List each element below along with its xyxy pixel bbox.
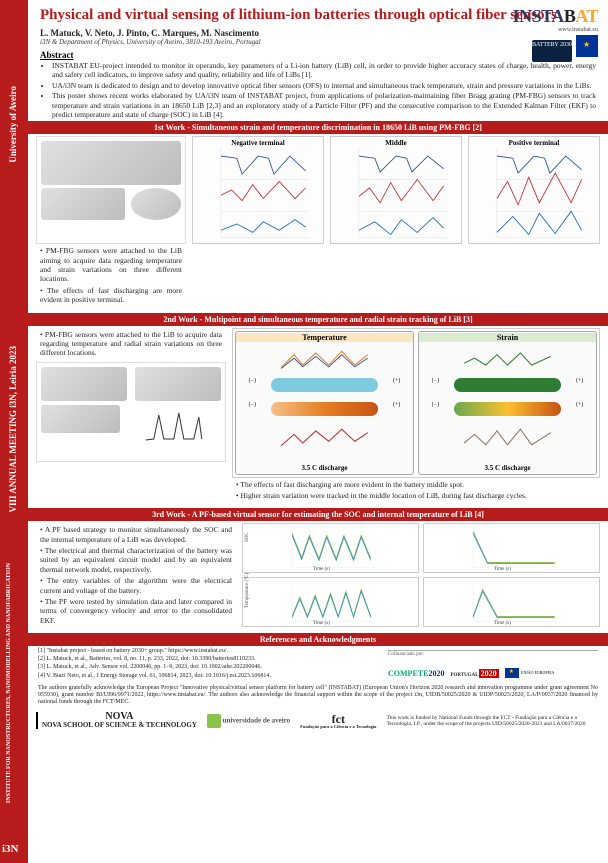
work2-bottom-bullets: • The effects of fast discharging are mo… (232, 478, 600, 505)
work1-chart-neg: Negative terminal (192, 136, 324, 244)
eu-flag-icon (505, 668, 519, 678)
work3-row: • A PF based strategy to monitor simulta… (28, 521, 608, 631)
abstract-item: UA/i3N team is dedicated to design and t… (52, 81, 596, 90)
instabat-logo: INSTABAT (513, 6, 598, 27)
work2-bar: 2nd Work - Multipoint and simultaneous t… (28, 313, 608, 326)
work3-soc-chart-a: SOC Time (s) (242, 523, 419, 573)
work1-bullets: • PM-FBG sensors were attached to the Li… (36, 244, 186, 308)
work2-left-text: • PM-FBG sensors were attached to the Li… (36, 328, 226, 362)
compete-logo: COMPETE2020 (388, 669, 444, 678)
references: [1] "Instabat project - based on battery… (28, 646, 378, 683)
chart-svg (331, 137, 461, 243)
work1-bar: 1st Work - Simultaneous strain and tempe… (28, 121, 608, 134)
eu-strip: UNIÃO EUROPEIA (505, 668, 555, 678)
battery2030-badge: BATTERY 2030 (532, 40, 572, 62)
top-logos: INSTABAT www.instabat.eu BATTERY 2030 (513, 6, 598, 62)
sidebar-institute: INSTITUTE FOR NANOSTRUCTURES, NANOMODELL… (6, 563, 13, 803)
work3-soc-chart-b: Time (s) (423, 523, 600, 573)
work3-temp-chart-a: Temperature (°C) Time (s) (242, 577, 419, 627)
mini-line-icon (243, 346, 406, 372)
pill-temp-bot (271, 402, 377, 416)
work1-chart-pos: Positive terminal (468, 136, 600, 244)
sidebar: University of Aveiro VIII ANNUAL MEETING… (0, 0, 28, 863)
work2-row: • PM-FBG sensors were attached to the Li… (28, 326, 608, 507)
refs-bar: References and Acknowledgments (28, 633, 608, 646)
work2-panels: Temperature (−) (+) (−) (+) 3.5 C discha… (232, 328, 600, 478)
spectrum-icon (127, 405, 221, 445)
sidebar-university: University of Aveiro (8, 86, 18, 163)
abstract-item: This poster shows recent works elaborate… (52, 91, 596, 119)
mini-line-icon (243, 424, 406, 450)
funding-logos: Cofinanciado por: COMPETE2020 PORTUGAL20… (378, 646, 608, 683)
chart-svg (469, 137, 599, 243)
instabat-url: www.instabat.eu (513, 27, 598, 33)
work3-temp-chart-b: Time (s) (423, 577, 600, 627)
pt2020-logo: PORTUGAL2020 (450, 669, 498, 678)
chart-svg (193, 137, 323, 243)
ua-logo: universidade de aveiro (207, 714, 290, 728)
abstract-item: INSTABAT EU-project intended to monitor … (52, 61, 596, 80)
work3-charts-top: SOC Time (s) Time (s) (242, 523, 600, 573)
pill-strain-bot (454, 402, 560, 416)
eu-flag-icon (576, 35, 598, 57)
work1-row: • PM-FBG sensors were attached to the Li… (28, 134, 608, 310)
work2-temp-panel: Temperature (−) (+) (−) (+) 3.5 C discha… (235, 331, 414, 475)
header: Physical and virtual sensing of lithium-… (28, 0, 608, 48)
work3-bullets: • A PF based strategy to monitor simulta… (36, 523, 236, 629)
pill-temp-top (271, 378, 377, 392)
ua-icon (207, 714, 221, 728)
main-content: Physical and virtual sensing of lithium-… (28, 0, 608, 731)
sidebar-meeting: VIII ANNUAL MEETING i3N, Leiria 2023 (8, 346, 18, 513)
pill-strain-top (454, 378, 560, 392)
work3-bar: 3rd Work - A PF-based virtual sensor for… (28, 508, 608, 521)
work2-strain-panel: Strain (−) (+) (−) (+) 3.5 C discharge (418, 331, 597, 475)
nova-logo: NOVA NOVA SCHOOL OF SCIENCE & TECHNOLOGY (36, 712, 197, 729)
funding-text: This work is funded by National Funds th… (386, 715, 600, 727)
mini-line-icon (426, 346, 589, 372)
work2-device-photo (36, 362, 226, 462)
i3n-logo: i3N (2, 843, 19, 855)
work1-device-photo (36, 136, 186, 244)
work3-charts-bot: Temperature (°C) Time (s) Time (s) (242, 577, 600, 627)
mini-line-icon (426, 424, 589, 450)
acknowledgment: The authors gratefully acknowledge the E… (28, 683, 608, 709)
fct-logo: fct Fundação para a Ciência e a Tecnolog… (300, 713, 376, 730)
footer: NOVA NOVA SCHOOL OF SCIENCE & TECHNOLOGY… (28, 708, 608, 731)
work1-chart-mid: Middle (330, 136, 462, 244)
abstract-list: INSTABAT EU-project intended to monitor … (40, 61, 596, 119)
